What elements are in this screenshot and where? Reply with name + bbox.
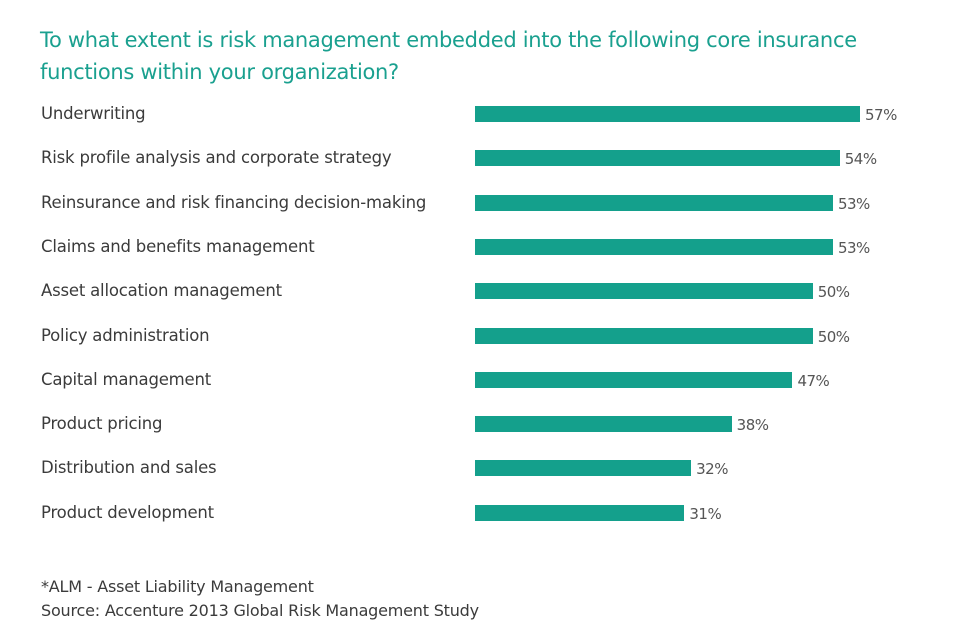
data-label: 53% [837, 238, 870, 257]
bar [475, 327, 813, 344]
chart-title: To what extent is risk management embedd… [40, 28, 857, 84]
data-label: 31% [689, 504, 722, 523]
bar [475, 416, 732, 433]
data-label: 50% [817, 283, 850, 302]
category-label: Reinsurance and risk financing decision-… [41, 192, 427, 212]
category-label: Distribution and sales [41, 458, 217, 478]
data-label: 50% [817, 327, 850, 346]
data-label: 38% [736, 416, 769, 435]
data-label: 53% [837, 194, 870, 213]
category-label: Asset allocation management [41, 281, 282, 301]
category-label: Claims and benefits management [41, 236, 315, 256]
source-note: Source: Accenture 2013 Global Risk Manag… [41, 601, 479, 620]
data-label: 47% [797, 371, 830, 390]
category-label: Policy administration [41, 325, 210, 345]
bar [475, 283, 813, 300]
bar [475, 371, 793, 388]
bar [475, 106, 860, 122]
data-label: 54% [844, 150, 877, 169]
bar [475, 504, 685, 521]
footnote: *ALM - Asset Liability Management [41, 577, 314, 596]
data-label: 57% [865, 106, 897, 124]
category-label: Risk profile analysis and corporate stra… [41, 148, 392, 168]
category-label: Product development [41, 502, 214, 522]
bar [475, 238, 833, 255]
bar [475, 194, 833, 211]
bar [475, 460, 692, 477]
category-label: Capital management [41, 369, 212, 389]
bar [475, 150, 840, 167]
category-label: Product pricing [41, 414, 163, 434]
category-label: Underwriting [41, 104, 146, 123]
data-label: 32% [696, 460, 728, 479]
